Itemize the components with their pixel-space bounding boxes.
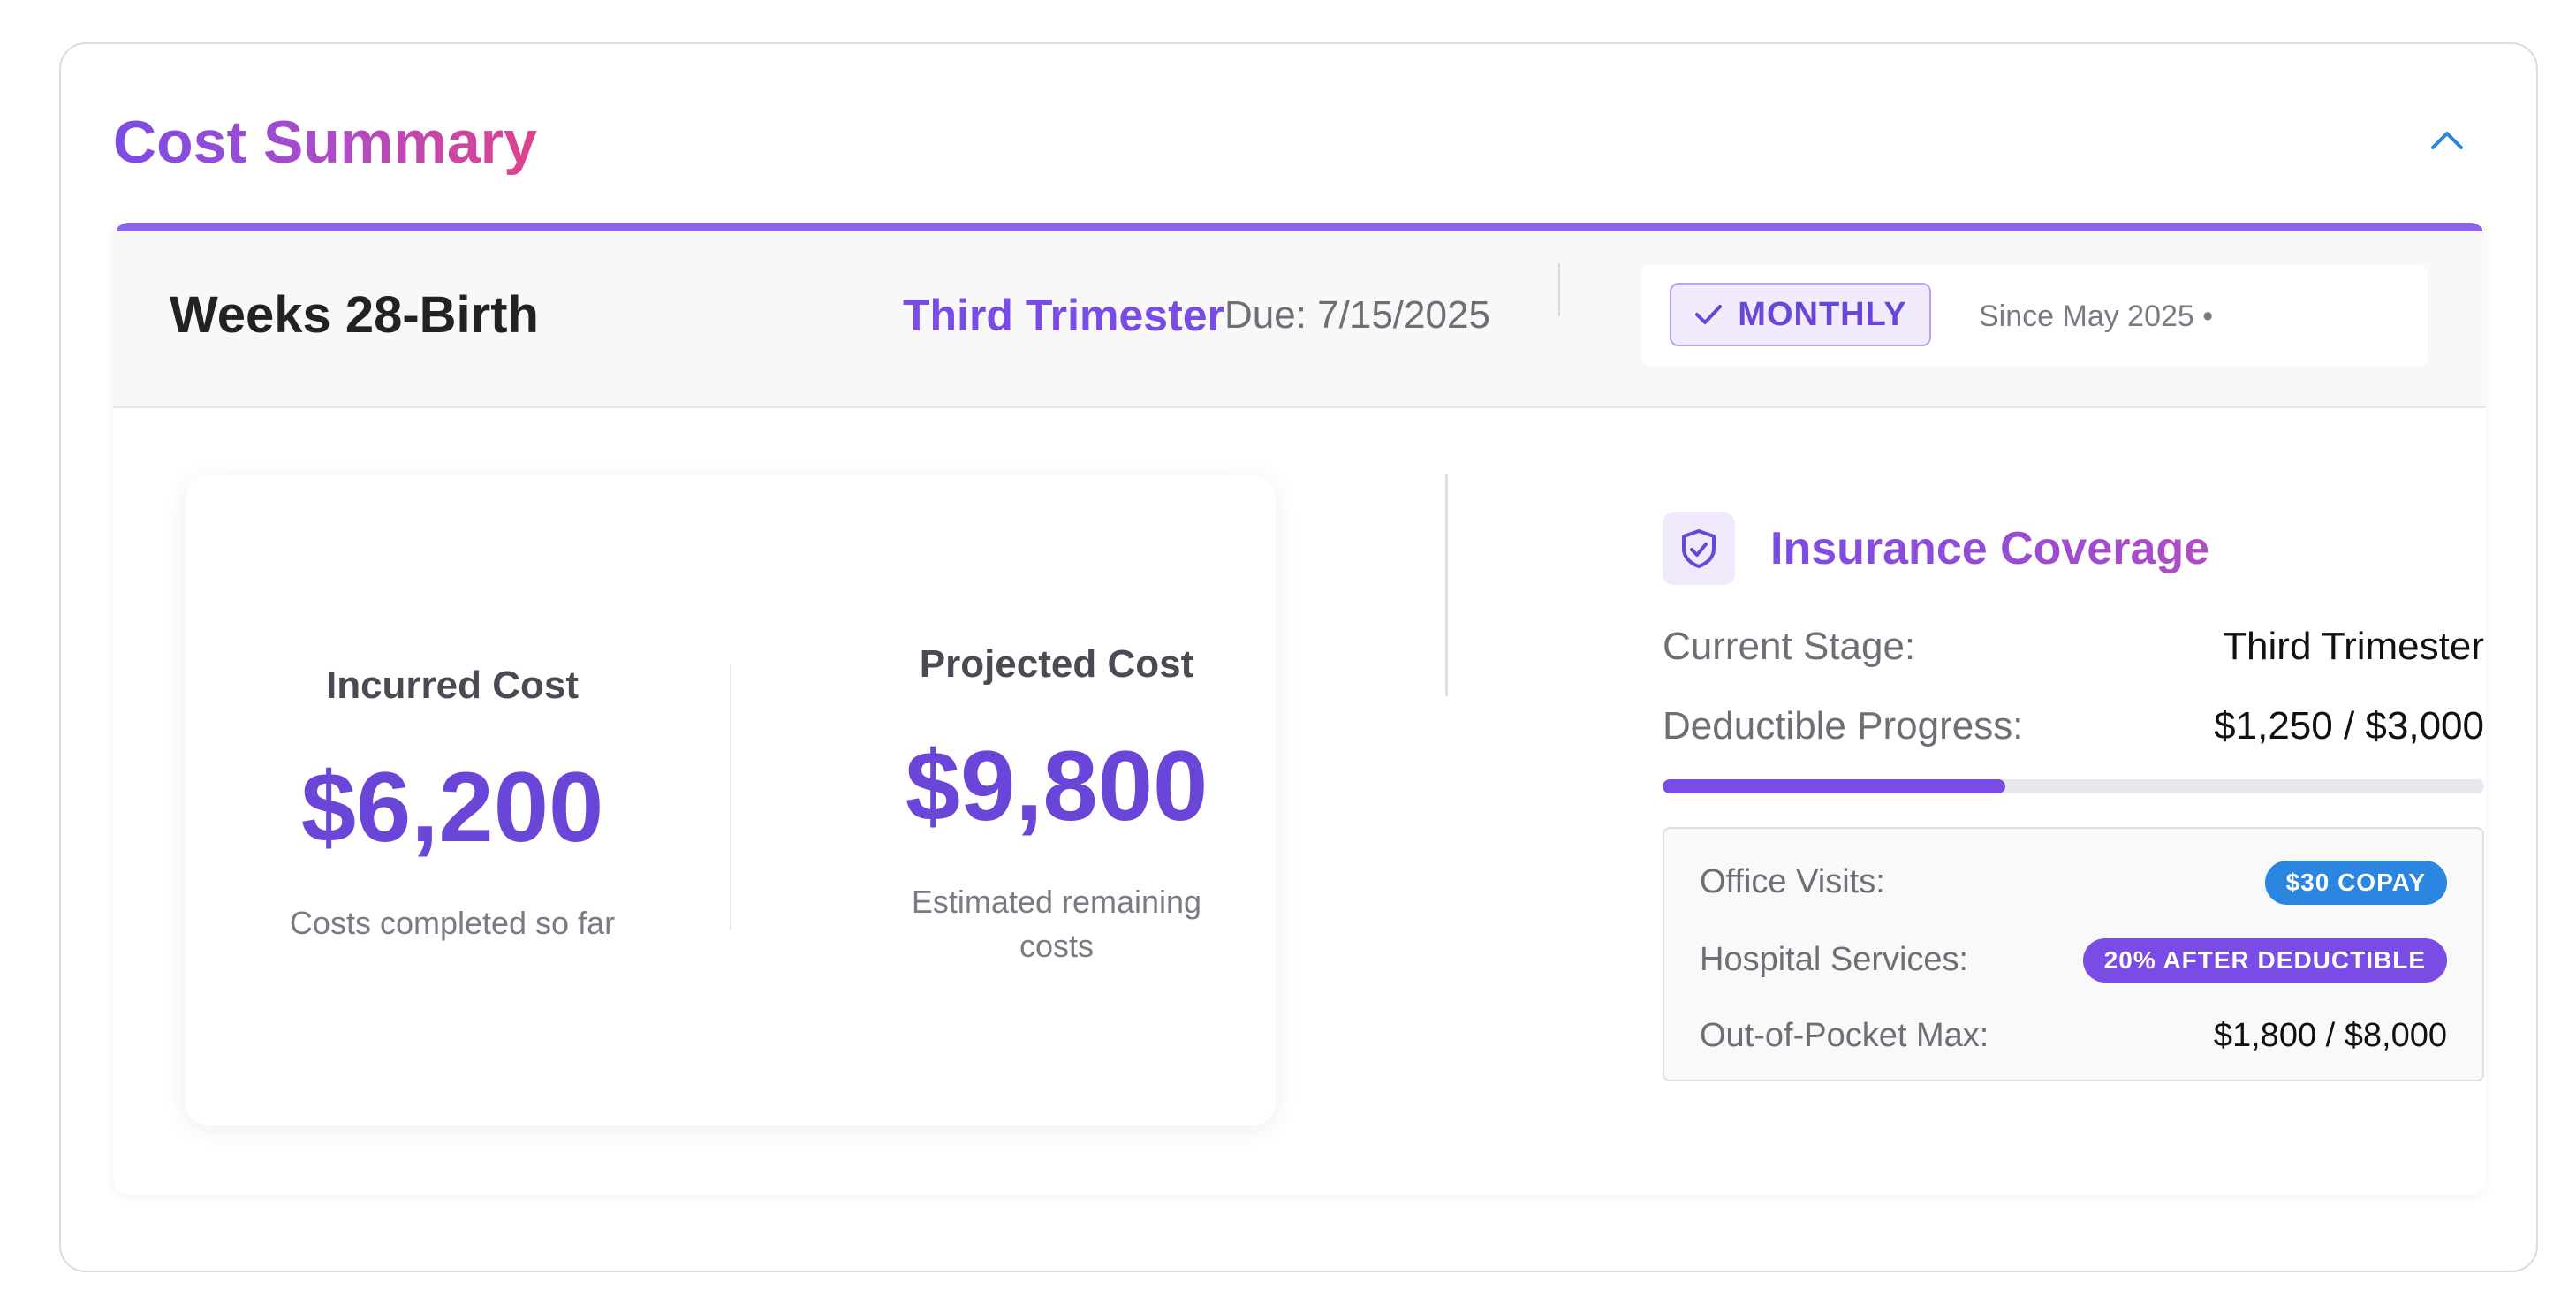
incurred-cost: Incurred Cost $6,200 Costs completed so …	[212, 661, 693, 945]
cost-divider	[730, 664, 731, 930]
section-divider	[1445, 474, 1448, 696]
hospital-services-label: Hospital Services:	[1700, 941, 1969, 978]
accent-bar	[117, 223, 2482, 231]
plan-box: MONTHLY Since May 2025 •	[1641, 265, 2428, 366]
copay-badge: $30 COPAY	[2264, 861, 2447, 905]
shield-icon	[1682, 529, 1716, 568]
collapse-button[interactable]	[2421, 117, 2474, 163]
out-of-pocket-label: Out-of-Pocket Max:	[1700, 1017, 1989, 1054]
due-date: Due: 7/15/2025	[1224, 293, 1490, 337]
projected-caption: Estimated remaining costs	[911, 884, 1202, 964]
monthly-label: MONTHLY	[1738, 295, 1907, 333]
stage-header: Weeks 28-Birth Third Trimester Due: 7/15…	[113, 231, 2486, 408]
deductible-progress-fill	[1663, 779, 2005, 793]
weeks-range: Weeks 28-Birth	[170, 286, 539, 344]
incurred-caption: Costs completed so far	[289, 905, 616, 941]
current-stage-value: Third Trimester	[2223, 625, 2484, 668]
check-icon	[1695, 305, 1723, 324]
cost-panel: Incurred Cost $6,200 Costs completed so …	[186, 475, 1276, 1126]
office-visits-label: Office Visits:	[1700, 863, 1885, 900]
insurance-icon-box	[1663, 512, 1735, 585]
since-date: Since May 2025 •	[1979, 300, 2214, 333]
chevron-up-icon	[2431, 132, 2463, 149]
incurred-label: Incurred Cost	[325, 664, 580, 707]
page-title: Cost Summary	[113, 104, 537, 180]
trimester-label: Third Trimester	[903, 291, 1224, 340]
projected-value: $9,800	[905, 731, 1208, 841]
stage-card: Weeks 28-Birth Third Trimester Due: 7/15…	[113, 223, 2486, 1195]
deductible-value: $1,250 / $3,000	[2214, 704, 2484, 747]
out-of-pocket-value: $1,800 / $8,000	[2213, 1017, 2447, 1054]
projected-cost: Projected Cost $9,800 Estimated remainin…	[816, 640, 1297, 968]
incurred-value: $6,200	[300, 752, 604, 862]
header-divider	[1558, 263, 1560, 316]
deductible-badge: 20% AFTER DEDUCTIBLE	[2082, 938, 2447, 983]
projected-label: Projected Cost	[919, 642, 1194, 686]
deductible-progress	[1663, 779, 2484, 793]
coverage-details: Office Visits: $30 COPAY Hospital Servic…	[1663, 827, 2484, 1081]
insurance-title: Insurance Coverage	[1770, 520, 2209, 578]
current-stage-label: Current Stage:	[1663, 625, 1916, 668]
deductible-label: Deductible Progress:	[1663, 704, 2024, 747]
monthly-toggle[interactable]: MONTHLY	[1670, 283, 1931, 346]
